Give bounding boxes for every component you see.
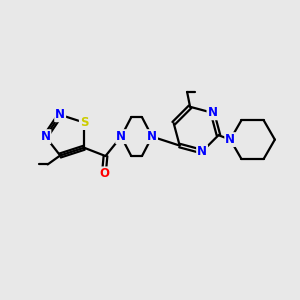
Text: N: N — [40, 130, 50, 143]
Text: N: N — [208, 106, 218, 119]
Text: N: N — [55, 108, 65, 121]
Text: S: S — [80, 116, 88, 129]
Text: N: N — [147, 130, 157, 143]
Text: N: N — [225, 133, 235, 146]
Text: N: N — [197, 145, 207, 158]
Text: N: N — [116, 130, 126, 143]
Text: O: O — [99, 167, 109, 180]
